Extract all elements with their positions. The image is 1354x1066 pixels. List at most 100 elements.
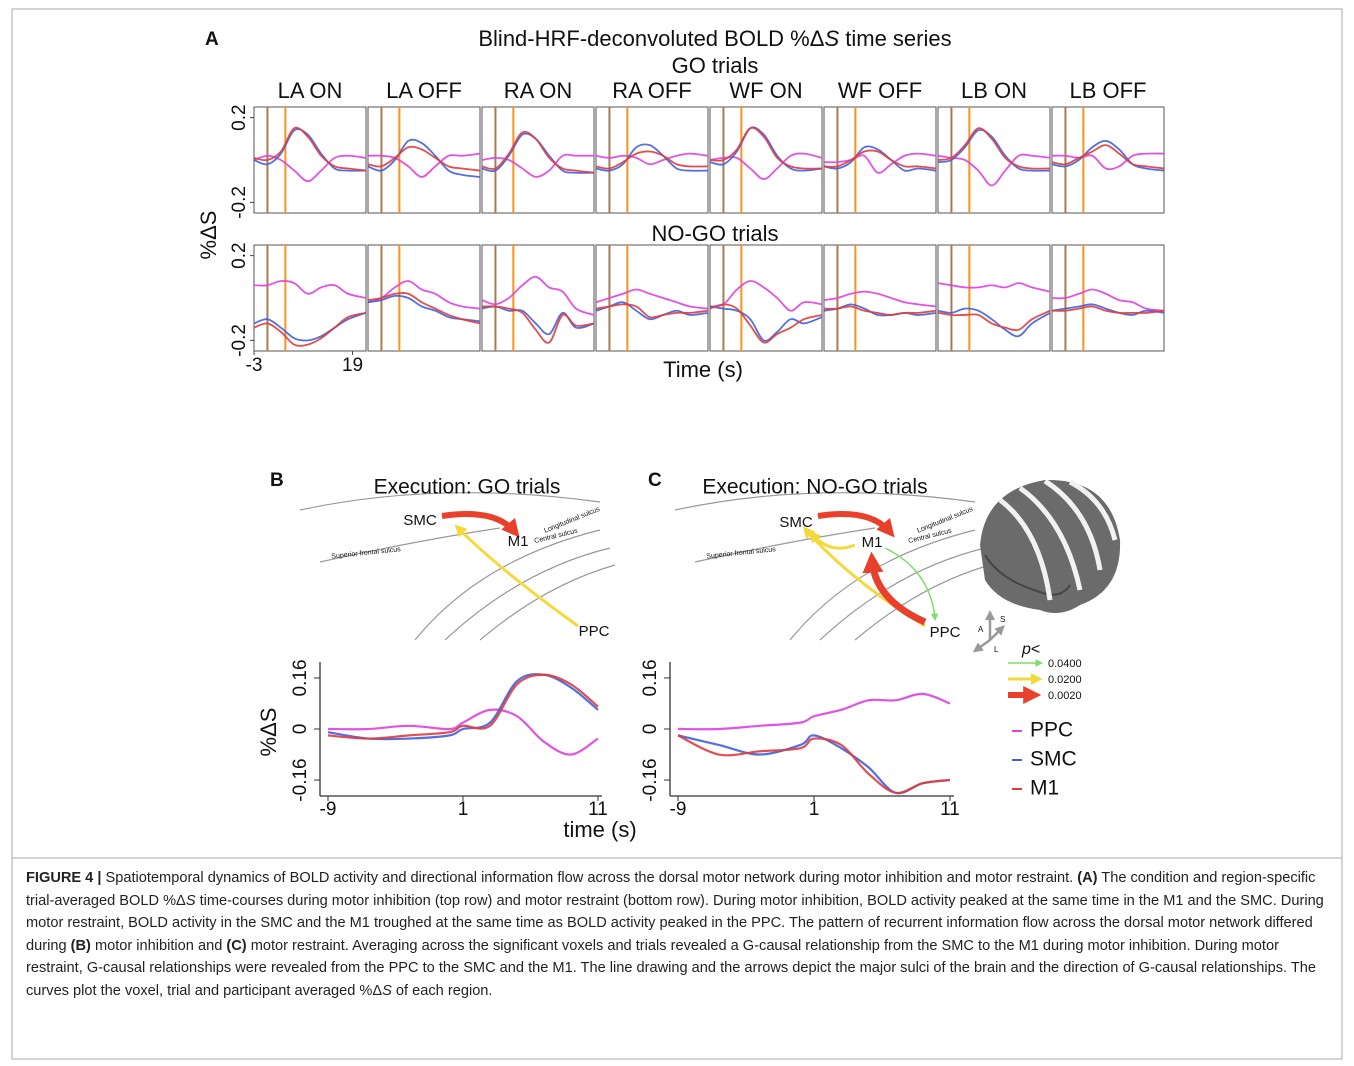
legend-label: M1 xyxy=(1030,777,1059,800)
data-line xyxy=(595,150,709,170)
y-tick-label: -0.16 xyxy=(290,758,311,801)
x-tick-label: 19 xyxy=(342,355,363,376)
x-tick-label: 11 xyxy=(940,799,960,820)
panel-frame xyxy=(253,106,367,214)
x-tick-label: 11 xyxy=(588,799,608,820)
data-line xyxy=(253,280,367,299)
data-line xyxy=(1051,288,1165,312)
sulcus-line xyxy=(819,547,986,641)
x-tick-label: -9 xyxy=(670,799,687,820)
column-label: WF OFF xyxy=(838,78,922,103)
sulcus-label: Superior frontal sulcus xyxy=(331,546,401,560)
data-line xyxy=(367,294,481,323)
data-line xyxy=(367,152,481,178)
caption-text: S xyxy=(185,892,196,909)
y-tick-label: 0 xyxy=(290,724,311,735)
figure-frame xyxy=(11,8,1343,1060)
panel-label: B xyxy=(270,470,284,491)
data-line xyxy=(709,280,823,312)
data-line xyxy=(595,288,709,310)
data-line xyxy=(367,292,481,325)
data-line xyxy=(823,152,937,174)
y-tick-label: 0.16 xyxy=(290,659,311,696)
data-line xyxy=(595,303,709,319)
panel-frame xyxy=(253,244,367,352)
column-label: LB ON xyxy=(961,78,1027,103)
data-line xyxy=(253,128,367,172)
data-line xyxy=(937,129,1051,172)
panel-frame xyxy=(367,244,481,352)
x-axis-label: Time (s) xyxy=(663,357,743,382)
arrow-yellow xyxy=(454,524,579,628)
data-line xyxy=(709,303,823,344)
orientation-label: S xyxy=(1000,615,1005,624)
sulcus-line xyxy=(299,492,601,511)
data-line xyxy=(823,305,937,316)
panel-frame xyxy=(709,244,823,352)
data-line xyxy=(1051,144,1165,170)
region-label: SMC xyxy=(403,512,437,529)
panel-frame xyxy=(937,244,1051,352)
column-label: LA OFF xyxy=(386,78,462,103)
panel-frame xyxy=(823,106,937,214)
panel-label: C xyxy=(648,470,662,491)
arrow-yellow xyxy=(808,530,856,550)
data-line xyxy=(1051,305,1165,314)
y-tick-label: -0.2 xyxy=(229,324,250,357)
data-line xyxy=(937,309,1051,332)
y-tick-label: 0.2 xyxy=(229,242,250,268)
arrow-legend-title: p< xyxy=(1021,641,1040,658)
data-line xyxy=(595,143,709,172)
data-line xyxy=(327,708,599,756)
data-line xyxy=(253,311,367,347)
caption-text: FIGURE 4 | xyxy=(26,870,102,886)
orientation-label: L xyxy=(994,645,999,654)
x-tick-label: 1 xyxy=(809,799,820,820)
caption-text: of each region. xyxy=(391,982,493,999)
sulcus-line xyxy=(444,547,611,641)
data-line xyxy=(367,280,481,310)
sulcus-line xyxy=(694,527,876,563)
diagram-b xyxy=(299,492,616,641)
diagram-c xyxy=(674,492,991,641)
column-label: LB OFF xyxy=(1069,78,1146,103)
region-label: M1 xyxy=(862,534,883,551)
data-line xyxy=(253,311,367,342)
y-tick-label: -0.2 xyxy=(229,186,250,219)
text: < xyxy=(1031,641,1040,658)
data-line xyxy=(937,282,1051,293)
caption-text: S xyxy=(382,982,392,999)
data-line xyxy=(677,734,951,795)
data-line xyxy=(481,275,595,316)
caption-text: The condition and region-specific trial-… xyxy=(26,870,1316,909)
legend-label: SMC xyxy=(1030,748,1077,771)
data-line xyxy=(1051,152,1165,171)
panel-frame xyxy=(367,106,481,214)
region-label: M1 xyxy=(508,533,529,550)
arrow-legend-label: 0.0020 xyxy=(1048,690,1082,702)
y-tick-label: -0.16 xyxy=(640,758,661,801)
x-tick-label: -9 xyxy=(320,799,337,820)
data-line xyxy=(937,307,1051,338)
data-line xyxy=(327,673,599,740)
arrow-legend-label: 0.0400 xyxy=(1048,658,1082,670)
sulcus-line xyxy=(319,527,501,563)
region-label: PPC xyxy=(579,623,610,640)
caption-text: (A) xyxy=(1077,870,1098,886)
arrow-red xyxy=(862,551,927,626)
region-label: SMC xyxy=(779,514,813,531)
y-axis-label: %ΔS xyxy=(256,708,281,757)
column-label: RA OFF xyxy=(612,78,691,103)
caption-text: (B) xyxy=(70,937,91,954)
y-axis-label: %ΔS xyxy=(196,211,221,260)
column-label: RA ON xyxy=(504,78,572,103)
panel-frame xyxy=(595,106,709,214)
caption-text: (C) xyxy=(226,937,247,954)
y-tick-label: 0.2 xyxy=(229,104,250,130)
sulcus-line xyxy=(674,492,976,511)
panel-frame xyxy=(481,106,595,214)
chart-title: Blind-HRF-deconvoluted BOLD %ΔS time ser… xyxy=(478,26,951,51)
row-title: GO trials xyxy=(672,53,759,78)
